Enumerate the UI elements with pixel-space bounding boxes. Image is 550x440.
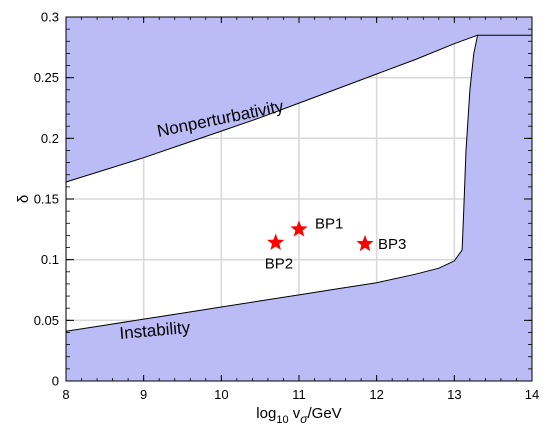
nonperturbativity-boundary: [65, 34, 478, 183]
unstable-region: [66, 35, 532, 381]
y-tick-label: 0: [52, 374, 59, 389]
benchmark-points: BP1 BP2 BP3: [265, 215, 407, 272]
tick-labels: 8 9 10 11 12 13 14 0 0.05 0.1 0.15 0.2 0.25 0.3: [34, 10, 540, 403]
y-tick-label: 0.05: [34, 313, 59, 328]
x-tick-label: 12: [369, 387, 383, 402]
y-tick-label: 0.3: [41, 10, 59, 25]
benchmark-star-bp2: [267, 233, 285, 250]
benchmark-label-bp3: BP3: [378, 236, 406, 253]
x-tick-label: 8: [62, 387, 69, 402]
y-tick-label: 0.25: [34, 70, 59, 85]
y-tick-label: 0.1: [41, 252, 59, 267]
x-tick-label: 14: [525, 387, 539, 402]
x-tick-label: 11: [292, 387, 306, 402]
instability-boundary: [65, 34, 532, 332]
x-tick-label: 9: [140, 387, 147, 402]
benchmark-label-bp1: BP1: [315, 215, 343, 232]
boundary-curves: [65, 34, 532, 332]
nonperturbative-region: [66, 17, 532, 182]
x-axis-title: log10 vσ/GeV: [256, 405, 341, 426]
axes: [65, 16, 533, 382]
benchmark-star-bp1: [290, 220, 308, 237]
y-tick-label: 0.2: [41, 131, 59, 146]
x-tick-label: 10: [214, 387, 228, 402]
x-tick-label: 13: [447, 387, 461, 402]
y-tick-label: 0.15: [34, 192, 59, 207]
excluded-regions: [66, 17, 532, 381]
benchmark-label-bp2: BP2: [265, 256, 293, 273]
y-axis-title: δ: [15, 195, 32, 203]
benchmark-star-bp3: [356, 234, 374, 252]
